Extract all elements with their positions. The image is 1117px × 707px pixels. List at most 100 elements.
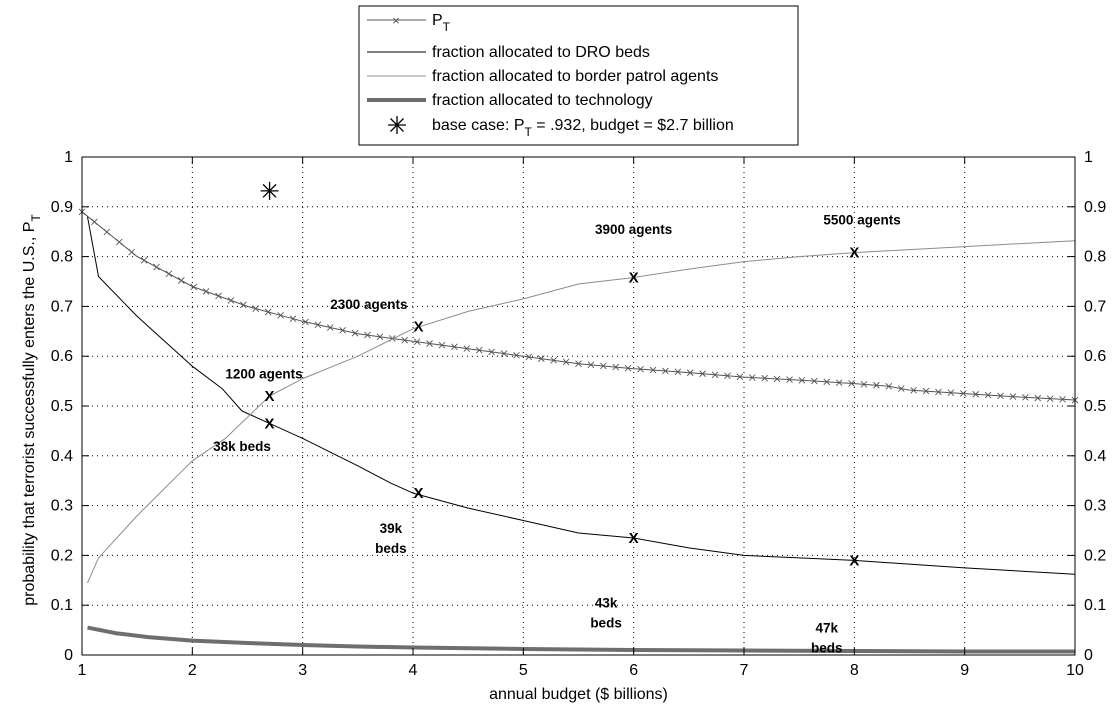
pt-marker (823, 378, 831, 386)
y-tick-label-right: 0.1 (1084, 597, 1106, 614)
y-tick-label-right: 0.8 (1084, 249, 1106, 266)
x-tick-label: 8 (850, 662, 859, 679)
legend-marker-x: × (392, 13, 400, 28)
x-tick-label: 2 (188, 662, 197, 679)
pt-marker (401, 336, 409, 344)
pt-marker (550, 356, 557, 364)
y-tick-label-right: 0.6 (1084, 348, 1106, 365)
pt-marker (848, 380, 855, 387)
asterisk-icon (388, 116, 406, 134)
annotation-label: beds (590, 616, 622, 631)
pt-marker (451, 343, 458, 351)
pt-marker (165, 270, 173, 278)
y-tick-label: 0.2 (51, 547, 73, 564)
point-marker: X (849, 552, 859, 569)
y-tick-label: 0.7 (51, 298, 73, 315)
pt-marker (935, 388, 942, 396)
pt-marker (587, 361, 595, 369)
pt-marker (513, 351, 520, 359)
base-case-asterisk-icon (260, 181, 279, 200)
y-tick-label-right: 0.2 (1084, 547, 1106, 564)
pt-marker (252, 305, 260, 312)
pt-marker (562, 358, 570, 366)
y-tick-label-right: 0.7 (1084, 298, 1106, 315)
legend-label-pt: PT (432, 12, 451, 34)
legend-label-technology: fraction allocated to technology (432, 92, 653, 109)
pt-marker (575, 360, 582, 367)
y-tick-label-right: 0.5 (1084, 398, 1106, 415)
plot-series (78, 208, 1079, 654)
x-tick-label: 1 (78, 662, 87, 679)
pt-marker (947, 389, 955, 396)
pt-marker (277, 312, 284, 319)
pt-marker (1046, 395, 1054, 402)
x-tick-label: 6 (629, 662, 638, 679)
pt-marker (711, 371, 719, 379)
pt-marker (128, 248, 135, 256)
annotation-label: beds (811, 641, 843, 656)
pt-marker (1022, 394, 1029, 401)
point-marker: X (629, 530, 639, 547)
pt-marker (413, 338, 421, 346)
x-tick-label: 4 (409, 662, 418, 679)
x-tick-label: 10 (1066, 662, 1084, 679)
legend-box (358, 5, 799, 146)
y-tick-label: 0.4 (51, 448, 73, 465)
legend-label-base-case: base case: PT = .932, budget = $2.7 bill… (432, 117, 734, 139)
pt-marker (798, 376, 806, 384)
pt-marker (339, 327, 346, 334)
pt-marker (264, 308, 272, 316)
pt-marker (190, 283, 198, 291)
y-tick-label-right: 0.9 (1084, 199, 1106, 216)
y-tick-label-right: 0.3 (1084, 498, 1106, 515)
pt-marker (662, 367, 669, 375)
pt-marker (922, 387, 930, 395)
axis-ticks: 0 0 0.1 0.1 0.2 0.2 0.3 0.3 0.4 0.4 0.5 0.5 0.6 0.6 0.… (51, 149, 1107, 679)
pt-marker (910, 387, 917, 394)
pt-marker (376, 333, 384, 341)
pt-marker (748, 374, 756, 381)
annotation-label: 47k (815, 621, 838, 636)
series-line-2 (87, 240, 1076, 584)
pt-marker (326, 324, 334, 331)
base-case-stroke (262, 183, 277, 198)
pt-marker (463, 345, 471, 352)
pt-marker (1034, 394, 1042, 402)
y-tick-label-right: 1 (1084, 149, 1093, 166)
pt-marker (649, 366, 657, 374)
pt-marker (475, 346, 483, 354)
annotation-label: 2300 agents (330, 297, 407, 312)
legend-label-agents: fraction allocated to border patrol agen… (432, 68, 718, 85)
pt-marker (773, 375, 781, 383)
legend-entry-agents: fraction allocated to border patrol agen… (367, 68, 718, 85)
point-marker: X (629, 270, 639, 287)
pt-marker (959, 390, 967, 397)
annotation-label: 38k beds (213, 439, 271, 454)
pt-marker (314, 321, 322, 329)
pt-marker (426, 340, 433, 347)
pt-marker (525, 353, 533, 361)
x-tick-label: 7 (740, 662, 749, 679)
annotation-label: beds (375, 541, 407, 556)
x-tick-label: 3 (298, 662, 307, 679)
legend-entry-base-case: base case: PT = .932, budget = $2.7 bill… (388, 116, 734, 139)
pt-marker (202, 288, 210, 295)
pt-marker (438, 341, 446, 349)
pt-marker (972, 390, 980, 398)
pt-marker (215, 292, 222, 300)
pt-marker (240, 301, 247, 309)
pt-marker (91, 218, 98, 226)
pt-marker (624, 364, 632, 372)
annotation-label: 1200 agents (225, 367, 302, 382)
grid (82, 157, 1075, 655)
point-marker: X (414, 485, 424, 502)
legend: × PT fraction allocated to DRO beds frac… (358, 5, 799, 146)
annotation-label: 3900 agents (595, 222, 672, 237)
series-line-0 (81, 211, 1076, 401)
legend-entry-technology: fraction allocated to technology (367, 92, 653, 109)
pt-marker (153, 263, 160, 271)
plot-frame (81, 156, 1076, 656)
pt-marker (289, 315, 297, 323)
